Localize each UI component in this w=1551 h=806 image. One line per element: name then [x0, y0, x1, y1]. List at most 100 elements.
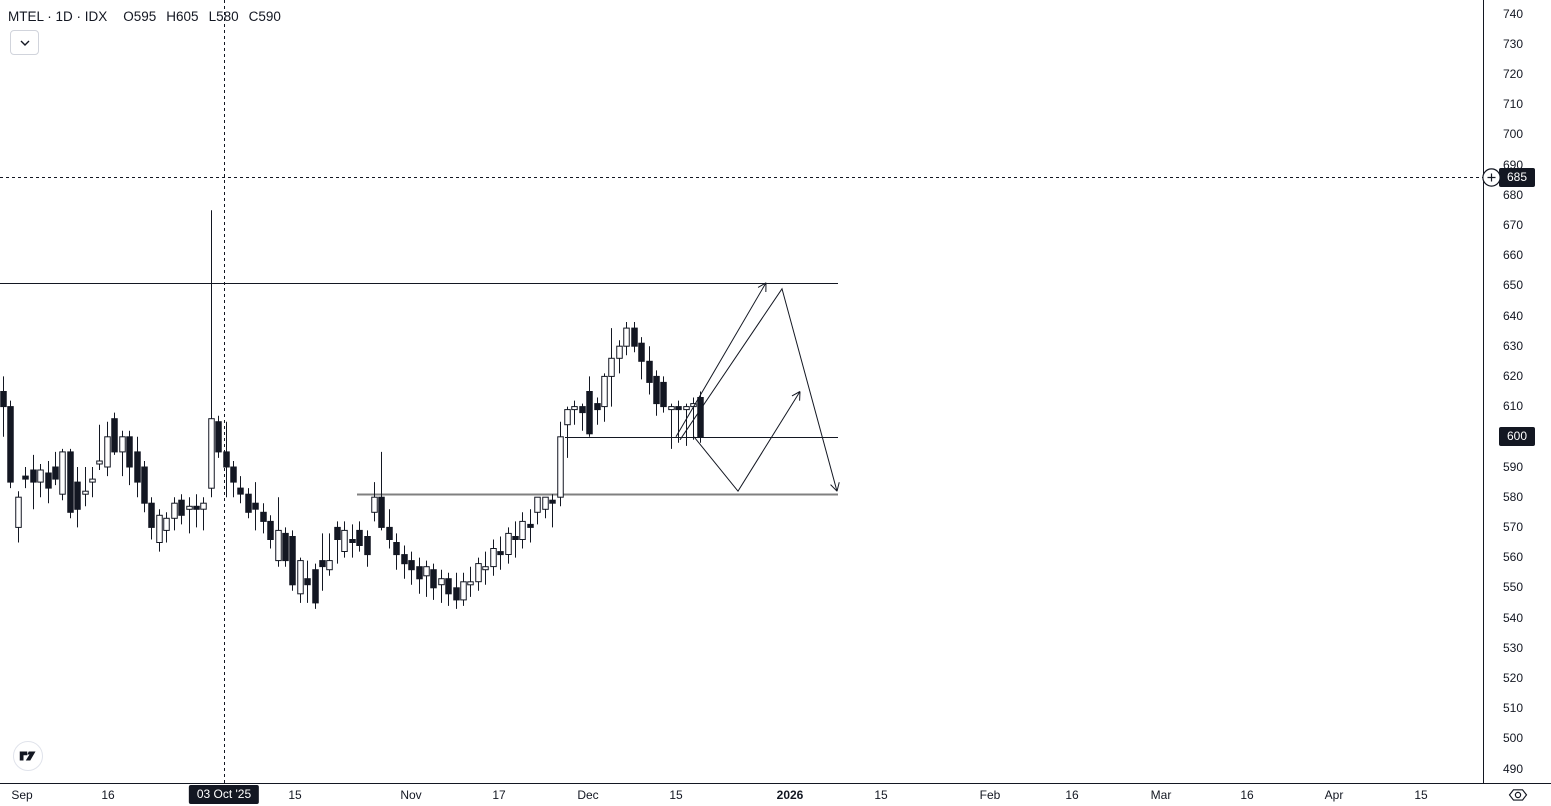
- candle-19: [141, 461, 148, 513]
- price-tick-label: 630: [1503, 338, 1524, 353]
- candle-9: [67, 448, 74, 519]
- candle-85: [631, 322, 638, 353]
- price-tick-label: 490: [1503, 761, 1524, 776]
- trend-arrows[interactable]: [675, 282, 840, 493]
- symbol-title[interactable]: MTEL · 1D · IDX: [8, 9, 108, 24]
- candle-67: [497, 536, 504, 570]
- candle-90: [668, 403, 675, 449]
- candle-11: [82, 467, 89, 507]
- time-tick-label: 15: [1414, 788, 1428, 802]
- candle-0: [0, 376, 7, 437]
- time-tick-label: Mar: [1150, 788, 1172, 802]
- candle-1: [7, 400, 14, 489]
- tradingview-logo[interactable]: [13, 741, 43, 771]
- candle-2: [15, 491, 22, 543]
- candle-80: [594, 397, 601, 425]
- candle-10: [74, 467, 81, 528]
- candle-34: [252, 482, 259, 531]
- candle-23: [171, 497, 178, 531]
- candle-27: [200, 497, 207, 531]
- price-tick-label: 730: [1503, 36, 1524, 51]
- price-tick-label: 700: [1503, 127, 1524, 142]
- time-axis[interactable]: Sep 16 15 Nov 17 Dec 15 2026 15 Feb 16 Mar 16 Apr 15: [0, 783, 1551, 806]
- candle-50: [371, 482, 378, 522]
- time-tick-label: Dec: [577, 788, 599, 802]
- candle-53: [393, 533, 400, 570]
- candle-51: [378, 451, 385, 531]
- price-tick-label: 580: [1503, 489, 1524, 504]
- candle-79: [586, 376, 593, 437]
- candle-73: [542, 496, 549, 519]
- candle-76: [564, 406, 571, 458]
- candle-81: [601, 373, 608, 422]
- price-tick-label: 610: [1503, 399, 1524, 414]
- candle-69: [512, 521, 519, 558]
- candle-86: [638, 337, 645, 380]
- time-tick-label: Sep: [11, 788, 33, 802]
- axis-settings-button[interactable]: [1484, 784, 1551, 806]
- candle-44: [326, 533, 333, 576]
- price-tick-label: 510: [1503, 701, 1524, 716]
- price-tick-label: 720: [1503, 66, 1524, 81]
- time-tick-label: Apr: [1324, 788, 1344, 802]
- candle-7: [52, 451, 59, 486]
- candle-91: [675, 400, 682, 443]
- candle-3: [22, 467, 29, 489]
- candle-25: [186, 497, 193, 534]
- time-tick-label: 2026: [776, 788, 804, 802]
- add-alert-plus-button[interactable]: [1482, 167, 1501, 187]
- price-tick-label: 710: [1503, 97, 1524, 112]
- candle-32: [237, 476, 244, 504]
- legend-collapse-button[interactable]: [10, 30, 39, 55]
- candle-61: [453, 572, 460, 609]
- candle-68: [505, 527, 512, 564]
- candle-20: [148, 497, 155, 540]
- price-axis[interactable]: 740 730 720 710 700 690 680 670 660 650 640 630 620 6…: [1483, 0, 1551, 783]
- price-tick-label: 520: [1503, 670, 1524, 685]
- candle-74: [549, 494, 556, 528]
- ohlc-values: O595 H605 L580 C590: [123, 9, 281, 25]
- candle-5: [37, 464, 44, 498]
- candle-66: [490, 539, 497, 576]
- price-level-lines[interactable]: [0, 283, 838, 496]
- price-tick-label: 670: [1503, 217, 1524, 232]
- candle-15: [111, 412, 118, 455]
- candle-72: [534, 496, 541, 525]
- candle-55: [408, 551, 415, 585]
- candle-46: [341, 521, 348, 558]
- crosshair-price-badge: 685: [1499, 167, 1535, 187]
- plus-circle-icon: [1482, 167, 1501, 187]
- price-tick-label: 660: [1503, 248, 1524, 263]
- candle-64: [475, 557, 482, 591]
- time-tick-label: 17: [492, 788, 506, 802]
- chevron-down-icon: [20, 40, 29, 46]
- candle-65: [482, 551, 489, 585]
- candle-47: [349, 524, 356, 558]
- candle-8: [59, 448, 66, 501]
- price-tick-label: 530: [1503, 640, 1524, 655]
- ohlc-close: C590: [248, 9, 281, 24]
- candle-16: [119, 430, 126, 477]
- time-tick-label: Nov: [400, 788, 422, 802]
- candle-82: [608, 328, 615, 407]
- candle-35: [260, 503, 267, 534]
- candlestick-series: [0, 210, 704, 609]
- candle-49: [364, 530, 371, 567]
- candle-12: [89, 467, 96, 498]
- price-tick-label: 550: [1503, 580, 1524, 595]
- candle-22: [163, 512, 170, 543]
- candle-39: [289, 530, 296, 591]
- time-tick-label: Feb: [979, 788, 1001, 802]
- candle-13: [96, 424, 103, 470]
- candle-87: [646, 346, 653, 395]
- candle-29: [215, 415, 222, 458]
- candle-84: [623, 322, 630, 356]
- candle-52: [386, 509, 393, 549]
- time-tick-label: 16: [1240, 788, 1254, 802]
- symbol-legend[interactable]: MTEL · 1D · IDX O595 H605 L580 C590: [8, 9, 281, 25]
- ohlc-low: L580: [208, 9, 239, 24]
- price-tick-label: 620: [1503, 368, 1524, 383]
- chart-canvas[interactable]: [0, 0, 1483, 783]
- candle-37: [275, 497, 282, 567]
